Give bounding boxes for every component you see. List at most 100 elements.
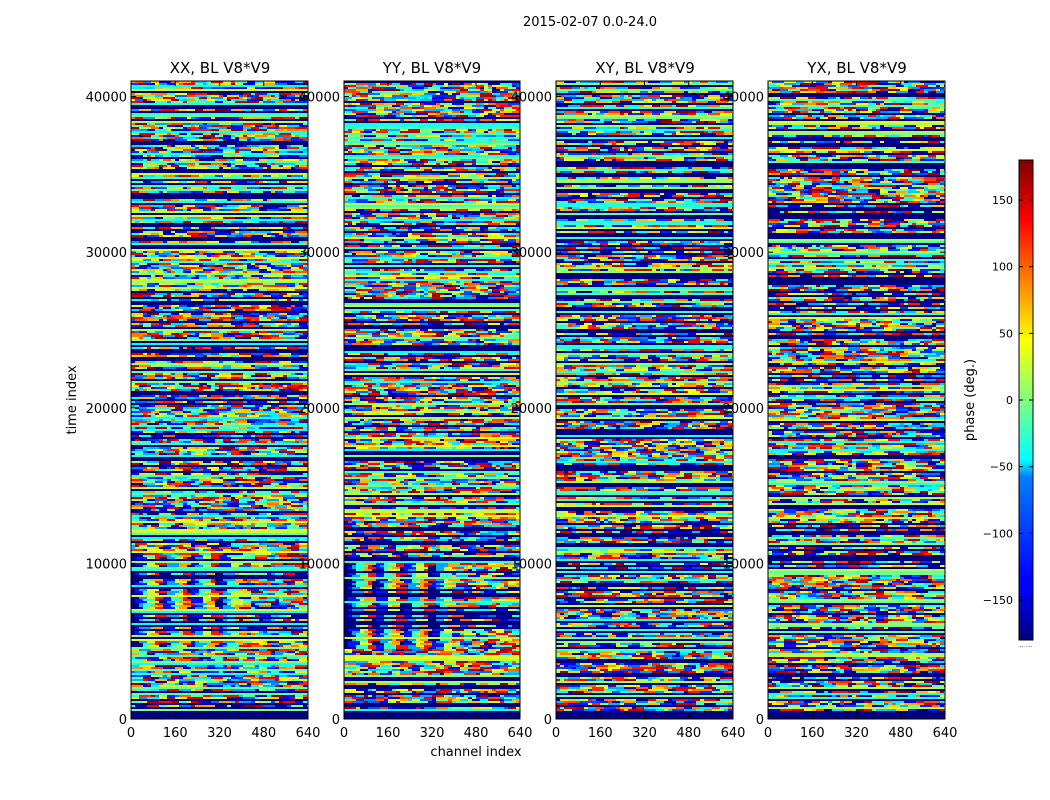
heatmap-cell bbox=[412, 115, 416, 117]
heatmap-cell bbox=[195, 227, 199, 229]
heatmap-cell bbox=[175, 271, 183, 273]
heatmap-cell bbox=[504, 95, 516, 97]
heatmap-cell bbox=[231, 407, 243, 409]
heatmap-cell bbox=[179, 653, 187, 655]
heatmap-cell bbox=[179, 251, 183, 253]
heatmap-cell bbox=[175, 679, 179, 681]
heatmap-cell bbox=[163, 271, 167, 273]
heatmap-cell bbox=[155, 269, 159, 271]
heatmap-cell bbox=[263, 543, 271, 545]
heatmap-cell bbox=[131, 689, 135, 691]
heatmap-cell bbox=[488, 151, 496, 153]
heatmap-cell bbox=[155, 631, 167, 633]
heatmap-cell bbox=[231, 323, 243, 325]
heatmap-cell bbox=[131, 227, 143, 229]
heatmap-cell bbox=[267, 579, 275, 581]
heatmap-row bbox=[131, 363, 308, 365]
heatmap-cell bbox=[247, 289, 259, 291]
heatmap-cell bbox=[131, 389, 135, 391]
heatmap-cell bbox=[255, 155, 267, 157]
heatmap-cell bbox=[416, 159, 420, 161]
heatmap-cell bbox=[179, 453, 183, 455]
heatmap-cell bbox=[251, 599, 259, 601]
heatmap-cell bbox=[171, 305, 179, 307]
heatmap-cell bbox=[508, 103, 520, 105]
heatmap-cell bbox=[239, 331, 251, 333]
heatmap-row bbox=[131, 493, 308, 495]
heatmap-cell bbox=[239, 643, 243, 645]
heatmap-cell bbox=[143, 579, 151, 581]
heatmap-cell bbox=[219, 477, 223, 479]
heatmap-cell bbox=[139, 309, 151, 311]
heatmap-cell bbox=[287, 155, 299, 157]
heatmap-cell bbox=[203, 597, 211, 599]
heatmap-cell bbox=[420, 91, 428, 93]
heatmap-cell bbox=[147, 527, 155, 529]
heatmap-cell bbox=[167, 149, 171, 151]
heatmap-cell bbox=[251, 677, 259, 679]
heatmap-cell bbox=[259, 439, 271, 441]
heatmap-cell bbox=[231, 295, 243, 297]
heatmap-cell bbox=[131, 565, 143, 567]
heatmap-cell bbox=[259, 409, 263, 411]
heatmap-cell bbox=[364, 119, 368, 121]
heatmap-cell bbox=[143, 479, 147, 481]
heatmap-cell bbox=[159, 497, 167, 499]
heatmap-cell bbox=[372, 131, 376, 133]
heatmap-cell bbox=[167, 645, 171, 647]
heatmap-cell bbox=[179, 253, 187, 255]
heatmap-cell bbox=[299, 599, 303, 601]
heatmap-cell bbox=[219, 159, 227, 161]
heatmap-cell bbox=[155, 293, 167, 295]
heatmap-cell bbox=[255, 331, 259, 333]
heatmap-cell bbox=[231, 677, 243, 679]
heatmap-cell bbox=[159, 461, 171, 463]
heatmap-cell bbox=[215, 665, 223, 667]
heatmap-cell bbox=[279, 589, 287, 591]
heatmap-cell bbox=[380, 95, 384, 97]
heatmap-cell bbox=[448, 89, 460, 91]
heatmap-cell bbox=[131, 603, 139, 605]
heatmap-cell bbox=[171, 463, 175, 465]
heatmap-cell bbox=[247, 415, 259, 417]
heatmap-cell bbox=[151, 267, 159, 269]
heatmap-cell bbox=[223, 627, 227, 629]
heatmap-cell bbox=[179, 681, 187, 683]
heatmap-cell bbox=[179, 679, 191, 681]
heatmap-cell bbox=[295, 523, 307, 525]
heatmap-cell bbox=[211, 209, 219, 211]
heatmap-cell bbox=[279, 509, 291, 511]
heatmap-cell bbox=[287, 307, 291, 309]
heatmap-cell bbox=[191, 643, 195, 645]
heatmap-cell bbox=[131, 109, 139, 111]
heatmap-cell bbox=[235, 525, 243, 527]
heatmap-cell bbox=[263, 117, 271, 119]
heatmap-cell bbox=[151, 695, 155, 697]
heatmap-cell bbox=[444, 97, 448, 99]
heatmap-cell bbox=[295, 187, 303, 189]
heatmap-cell bbox=[183, 235, 191, 237]
heatmap-cell bbox=[488, 103, 492, 105]
heatmap-cell bbox=[167, 685, 175, 687]
heatmap-cell bbox=[203, 441, 207, 443]
heatmap-cell bbox=[139, 135, 143, 137]
heatmap-cell bbox=[303, 315, 308, 317]
heatmap-cell bbox=[255, 253, 267, 255]
heatmap-row bbox=[131, 687, 308, 689]
heatmap-cell bbox=[207, 649, 215, 651]
heatmap-cell bbox=[203, 187, 207, 189]
heatmap-cell bbox=[275, 653, 283, 655]
heatmap-cell bbox=[352, 111, 364, 113]
heatmap-cell bbox=[279, 305, 291, 307]
heatmap-cell bbox=[295, 317, 299, 319]
heatmap-cell bbox=[155, 557, 159, 559]
heatmap-row bbox=[131, 623, 308, 625]
heatmap-cell bbox=[484, 87, 488, 89]
heatmap-cell bbox=[179, 441, 183, 443]
heatmap-cell bbox=[303, 627, 308, 629]
heatmap-cell bbox=[247, 421, 251, 423]
heatmap-cell bbox=[287, 527, 299, 529]
heatmap-cell bbox=[424, 97, 428, 99]
heatmap-cell bbox=[255, 135, 267, 137]
heatmap-cell bbox=[255, 441, 267, 443]
